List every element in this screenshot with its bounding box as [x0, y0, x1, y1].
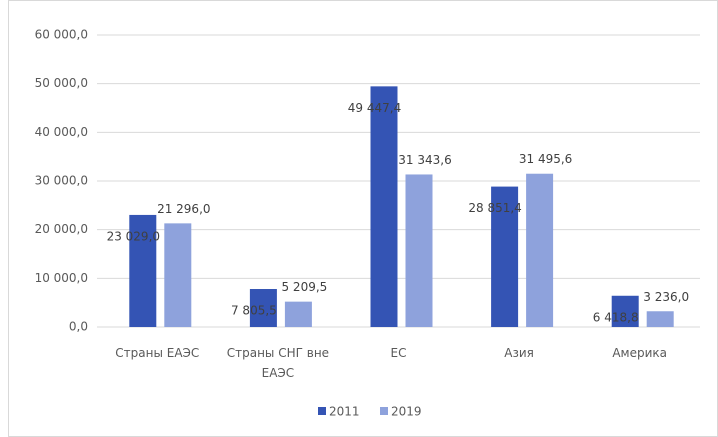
data-label: 21 296,0	[157, 202, 210, 216]
y-tick-label: 20 000,0	[35, 222, 88, 236]
data-label: 23 029,0	[107, 229, 160, 243]
data-label: 6 418,8	[593, 310, 639, 324]
chart-frame	[8, 0, 718, 437]
y-tick-label: 30 000,0	[35, 174, 88, 188]
x-tick-label: ЕС	[390, 346, 407, 360]
bar	[249, 289, 277, 327]
legend-swatch	[380, 407, 388, 415]
data-label: 5 209,5	[281, 280, 327, 294]
data-label: 7 805,5	[231, 304, 277, 318]
x-tick-label: Азия	[504, 346, 534, 360]
x-tick-label: Страны СНГ вне ЕАЭС	[226, 346, 330, 380]
legend-label: 2011	[329, 405, 360, 419]
bar	[164, 223, 192, 327]
legend-swatch	[318, 407, 326, 415]
bar	[526, 173, 554, 327]
data-label: 31 343,6	[398, 153, 451, 167]
x-tick-label: Страны ЕАЭС	[115, 346, 200, 360]
y-tick-label: 60 000,0	[35, 28, 88, 42]
y-tick-label: 10 000,0	[35, 271, 88, 285]
bar	[405, 174, 433, 327]
bar	[284, 301, 312, 327]
y-tick-label: 0,0	[69, 320, 88, 334]
data-label: 3 236,0	[643, 290, 689, 304]
bar	[611, 295, 639, 327]
data-label: 31 495,6	[519, 152, 572, 166]
bar	[129, 214, 157, 327]
legend-label: 2019	[391, 405, 422, 419]
bar	[491, 186, 519, 327]
bar	[370, 86, 398, 327]
bar	[646, 311, 674, 327]
y-tick-label: 50 000,0	[35, 76, 88, 90]
x-tick-label: Америка	[612, 346, 668, 360]
data-label: 28 851,4	[468, 201, 521, 215]
y-tick-label: 40 000,0	[35, 125, 88, 139]
data-label: 49 447,4	[348, 101, 401, 115]
